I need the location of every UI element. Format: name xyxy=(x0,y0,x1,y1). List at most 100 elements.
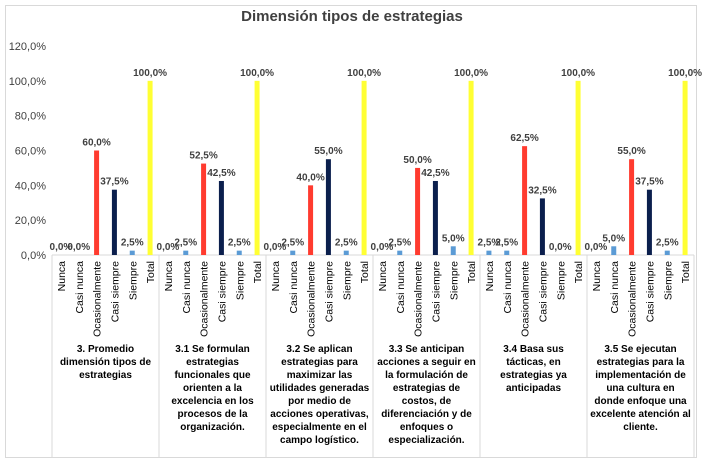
bar xyxy=(94,150,100,255)
data-label: 2,5% xyxy=(335,238,358,249)
y-tick-label: 40,0% xyxy=(15,180,46,192)
x-tick-label: Nunca xyxy=(484,261,496,292)
bar xyxy=(611,246,617,255)
data-label: 0,0% xyxy=(585,242,608,253)
group-label: 3.5 Se ejecutan estrategias para la impl… xyxy=(590,344,691,433)
bar xyxy=(522,146,528,255)
x-tick-label: Casi siempre xyxy=(537,261,549,322)
x-tick-label: Total xyxy=(680,261,692,283)
x-tick-label: Casi nunca xyxy=(181,261,193,314)
x-tick-label: Casi nunca xyxy=(502,261,514,314)
data-label: 2,5% xyxy=(281,238,304,249)
x-tick-label: Casi nunca xyxy=(74,261,86,314)
group-label: 3.2 Se aplican estrategias para maximiza… xyxy=(269,344,370,446)
bar xyxy=(664,250,670,255)
data-label: 100,0% xyxy=(668,68,702,79)
data-label: 52,5% xyxy=(189,151,217,162)
chart-title: Dimensión tipos de estrategias xyxy=(241,8,463,25)
data-label: 0,0% xyxy=(549,242,572,253)
data-label: 2,5% xyxy=(388,238,411,249)
data-label: 100,0% xyxy=(133,68,167,79)
bar xyxy=(147,80,153,255)
x-tick-label: Siempre xyxy=(234,261,246,300)
x-tick-label: Ocasionalmente xyxy=(92,261,104,337)
bar xyxy=(183,250,189,255)
data-label: 0,0% xyxy=(157,242,180,253)
bar xyxy=(361,80,367,255)
x-tick-label: Total xyxy=(359,261,371,283)
x-tick-label: Total xyxy=(573,261,585,283)
data-label: 100,0% xyxy=(347,68,381,79)
bar xyxy=(486,250,492,255)
bar xyxy=(201,163,207,255)
x-tick-label: Ocasionalmente xyxy=(413,261,425,337)
x-tick-label: Siempre xyxy=(662,261,674,300)
data-label: 40,0% xyxy=(296,172,324,183)
bar xyxy=(450,246,456,255)
x-tick-label: Total xyxy=(466,261,478,283)
bar xyxy=(468,80,474,255)
x-tick-label: Total xyxy=(252,261,264,283)
x-tick-label: Ocasionalmente xyxy=(306,261,318,337)
bar xyxy=(343,250,349,255)
data-label: 32,5% xyxy=(528,185,556,196)
bar xyxy=(129,250,135,255)
bar xyxy=(290,250,296,255)
data-label: 55,0% xyxy=(314,146,342,157)
data-label: 0,0% xyxy=(264,242,287,253)
data-label: 0,0% xyxy=(50,242,73,253)
data-label: 100,0% xyxy=(454,68,488,79)
x-tick-label: Ocasionalmente xyxy=(199,261,211,337)
bar xyxy=(111,189,117,255)
bar xyxy=(682,80,688,255)
x-tick-label: Casi nunca xyxy=(609,261,621,314)
x-tick-label: Siempre xyxy=(555,261,567,300)
y-tick-label: 100,0% xyxy=(9,76,47,88)
data-label: 0,0% xyxy=(67,242,90,253)
x-tick-label: Nunca xyxy=(377,261,389,292)
bar xyxy=(432,180,438,255)
x-tick-label: Siempre xyxy=(341,261,353,300)
y-tick-label: 80,0% xyxy=(15,111,46,123)
data-label: 0,0% xyxy=(371,242,394,253)
data-label: 42,5% xyxy=(421,168,449,179)
x-tick-label: Casi nunca xyxy=(395,261,407,314)
data-label: 2,5% xyxy=(228,238,251,249)
x-tick-label: Nunca xyxy=(56,261,68,292)
data-label: 5,0% xyxy=(442,233,465,244)
bar xyxy=(218,180,224,255)
bar xyxy=(629,159,635,255)
data-label: 100,0% xyxy=(561,68,595,79)
x-tick-label: Casi siempre xyxy=(430,261,442,322)
bar xyxy=(325,159,331,255)
x-tick-label: Casi siempre xyxy=(644,261,656,322)
group-label: 3.1 Se formulan estrategias funcionales … xyxy=(171,344,254,433)
group-label: 3.4 Basa sus tácticas, en estrategias ya… xyxy=(500,344,567,394)
data-label: 5,0% xyxy=(602,233,625,244)
group-label: 3.3 Se anticipan acciones a seguir en la… xyxy=(377,344,476,446)
data-label: 60,0% xyxy=(82,138,110,149)
bar xyxy=(504,250,510,255)
group-label: 3. Promedio dimensión tipos de estrategi… xyxy=(59,344,152,381)
x-tick-label: Nunca xyxy=(163,261,175,292)
data-label: 2,5% xyxy=(495,238,518,249)
x-tick-label: Nunca xyxy=(591,261,603,292)
bar xyxy=(308,185,314,255)
bar xyxy=(397,250,403,255)
x-tick-label: Casi siempre xyxy=(216,261,228,322)
data-label: 55,0% xyxy=(617,146,645,157)
y-tick-label: 120,0% xyxy=(9,41,47,53)
data-label: 50,0% xyxy=(403,155,431,166)
data-label: 2,5% xyxy=(478,238,501,249)
bar xyxy=(415,167,421,255)
x-tick-label: Ocasionalmente xyxy=(627,261,639,337)
data-label: 100,0% xyxy=(240,68,274,79)
y-tick-label: 60,0% xyxy=(15,146,46,158)
y-tick-label: 0,0% xyxy=(21,250,46,262)
bar xyxy=(236,250,242,255)
data-label: 2,5% xyxy=(121,238,144,249)
bar xyxy=(539,198,545,255)
data-label: 42,5% xyxy=(207,168,235,179)
x-tick-label: Casi siempre xyxy=(323,261,335,322)
